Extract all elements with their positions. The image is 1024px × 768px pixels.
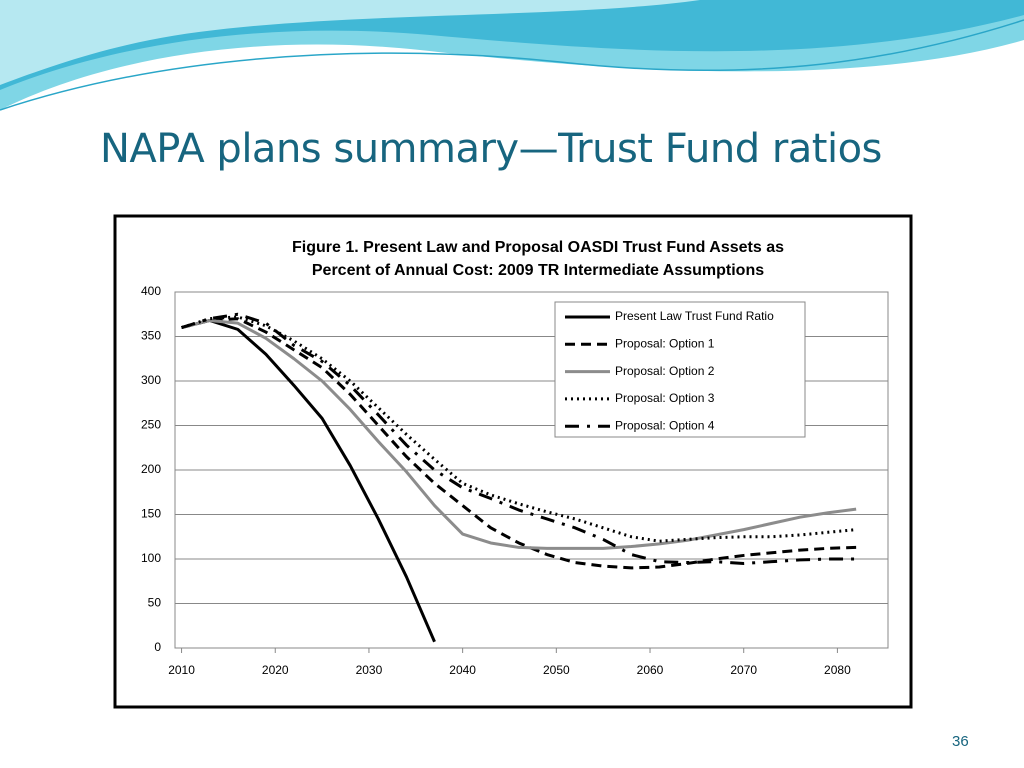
y-tick-label: 200 [141,462,161,476]
y-tick-label: 350 [141,329,161,343]
x-tick-label: 2020 [262,663,289,677]
series-line [181,312,857,565]
legend-label: Proposal: Option 4 [615,418,715,432]
chart-title: Figure 1. Present Law and Proposal OASDI… [292,239,784,256]
header-wave [0,0,1024,111]
y-tick-label: 150 [141,507,161,521]
x-tick-label: 2050 [543,663,570,677]
y-tick-label: 250 [141,418,161,432]
y-tick-label: 100 [141,551,161,565]
y-tick-label: 400 [141,284,161,298]
y-tick-label: 300 [141,373,161,387]
series-line [181,318,857,550]
slide-title: NAPA plans summary—Trust Fund ratios [100,126,882,172]
legend-label: Proposal: Option 1 [615,336,715,350]
legend-label: Proposal: Option 3 [615,391,715,405]
x-tick-label: 2070 [730,663,757,677]
y-tick-label: 50 [148,596,162,610]
x-tick-label: 2010 [168,663,195,677]
x-tick-label: 2060 [637,663,664,677]
y-tick-label: 0 [154,640,161,654]
legend-label: Present Law Trust Fund Ratio [615,309,774,323]
x-tick-label: 2040 [449,663,476,677]
x-tick-label: 2080 [824,663,851,677]
legend-label: Proposal: Option 2 [615,364,715,378]
series-line [181,318,436,643]
plot-area: 0 50 100 150 200 250 300 350 400 2010 2020 2030 2040… [141,284,889,677]
page-number: 36 [952,733,969,750]
x-tick-label: 2030 [356,663,383,677]
legend-box [554,301,806,438]
chart-title: Percent of Annual Cost: 2009 TR Intermed… [312,262,764,279]
series-line [181,315,857,543]
series-line [181,317,857,570]
